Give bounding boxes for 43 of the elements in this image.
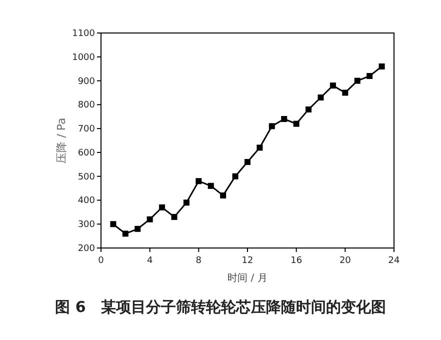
- point: [183, 200, 190, 206]
- x-tick-label: 20: [339, 256, 352, 266]
- y-tick-label: 400: [78, 196, 96, 206]
- point: [318, 94, 324, 100]
- point: [366, 73, 373, 79]
- point: [232, 173, 238, 180]
- text: 图 6 某项目分子筛转轮轮芯压降随时间的变化图: [55, 298, 386, 316]
- point: [122, 230, 128, 237]
- y-tick-label: 1000: [72, 52, 96, 63]
- point: [293, 120, 300, 127]
- x-tick-label: 4: [146, 256, 153, 266]
- y-axis-title: 压降 / Pa: [55, 118, 68, 164]
- x-tick-label: 24: [388, 256, 400, 266]
- point: [306, 106, 312, 112]
- x-tick-label: 8: [196, 256, 202, 266]
- point: [354, 78, 360, 84]
- point: [134, 226, 141, 232]
- point: [268, 123, 275, 130]
- y-tick-label: 600: [78, 148, 96, 158]
- y-tick-label: 700: [78, 124, 96, 135]
- y-tick-label: 1100: [72, 29, 96, 39]
- point: [196, 178, 202, 184]
- point: [330, 82, 336, 89]
- y-tick-label: 300: [78, 220, 96, 230]
- x-axis-title: 时间 / 月: [228, 272, 268, 284]
- point: [208, 182, 214, 189]
- x-tick-label: 0: [98, 256, 104, 266]
- point: [146, 216, 153, 222]
- y-tick-label: 500: [78, 172, 96, 182]
- point: [171, 214, 178, 220]
- point: [281, 116, 288, 122]
- point: [378, 63, 385, 70]
- point: [256, 144, 263, 151]
- y-tick-label: 900: [78, 76, 96, 87]
- x-tick-label: 16: [290, 256, 302, 266]
- point: [159, 204, 166, 210]
- y-tick-label: 200: [78, 244, 96, 254]
- point: [110, 221, 116, 228]
- point: [342, 90, 348, 96]
- point: [244, 159, 250, 165]
- point: [220, 192, 226, 198]
- y-tick-label: 800: [78, 100, 96, 111]
- x-tick-label: 12: [242, 256, 254, 266]
